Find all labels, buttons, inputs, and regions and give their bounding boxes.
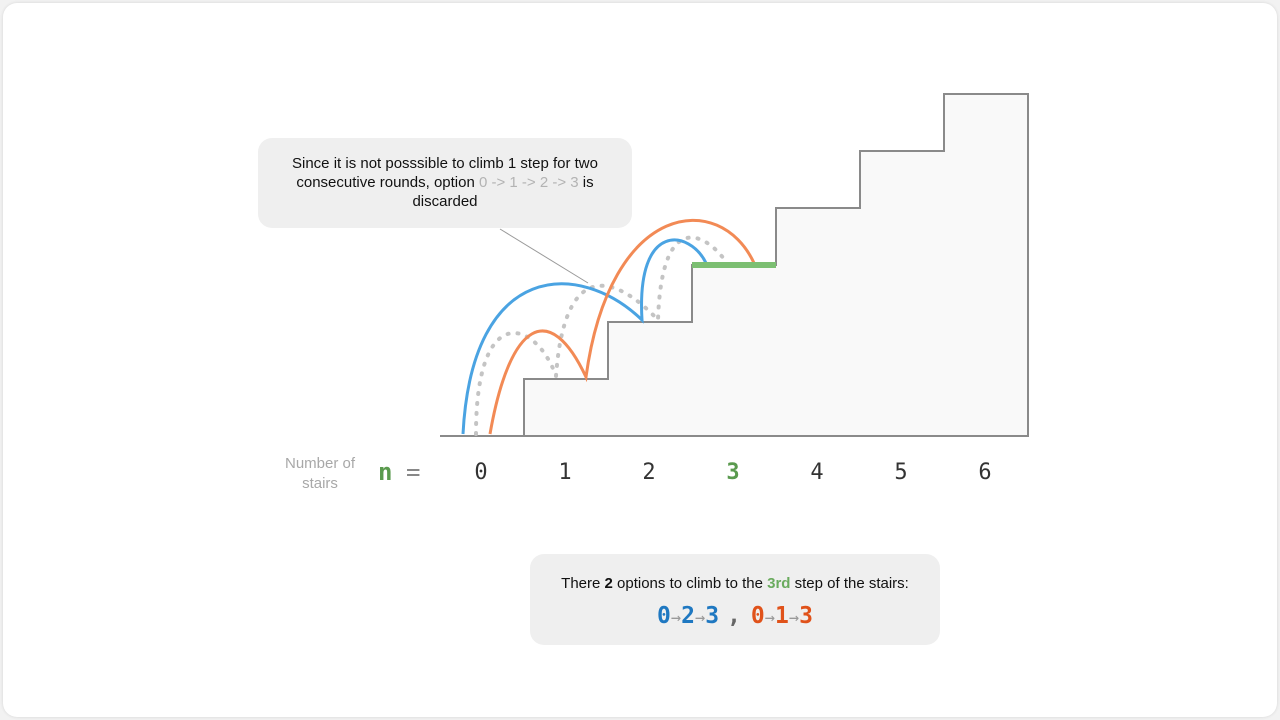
- result-sentence: There 2 options to climb to the 3rd step…: [530, 574, 940, 594]
- step-label-5: 5: [894, 460, 908, 485]
- discarded-path: [474, 235, 728, 436]
- axis-variable: n: [378, 458, 393, 486]
- callout-pointer: [499, 228, 589, 284]
- result-count: 2: [604, 575, 613, 592]
- result-paths: 0→2→3, 0→1→3: [530, 602, 940, 632]
- orange-path: [488, 218, 756, 435]
- axis-label: Number of stairs: [284, 455, 356, 492]
- result-target: 3rd: [767, 575, 791, 592]
- result-prefix: There: [561, 575, 605, 592]
- step-label-6: 6: [978, 460, 992, 485]
- callout-discarded-option: 0 -> 1 -> 2 -> 3: [478, 174, 579, 191]
- discard-callout: Since it is not posssible to climb 1 ste…: [258, 138, 632, 228]
- step-label-1: 1: [558, 460, 572, 485]
- blue-path-step: 3: [705, 603, 720, 629]
- blue-path-step: 0: [656, 603, 671, 629]
- result-middle: options to climb to the: [612, 575, 768, 592]
- result-suffix: step of the stairs:: [790, 575, 909, 592]
- blue-path-step: 2: [681, 603, 695, 629]
- arrow-icon: →: [670, 608, 682, 628]
- orange-path-step: 3: [799, 603, 813, 629]
- axis-equals: =: [406, 458, 421, 486]
- step-label-2: 2: [642, 460, 656, 485]
- callout-text-before: Since it is not posssible to climb 1 ste…: [292, 155, 598, 191]
- staircase-outline: [440, 93, 1029, 437]
- arrow-icon: →: [694, 608, 706, 628]
- path-separator: ,: [727, 603, 741, 629]
- orange-path-step: 0: [750, 603, 765, 629]
- arrow-icon: →: [788, 608, 800, 628]
- blue-path: [461, 238, 708, 435]
- step-label-3: 3: [726, 460, 740, 485]
- orange-path-step: 1: [775, 603, 789, 629]
- result-box: There 2 options to climb to the 3rd step…: [530, 554, 940, 645]
- callout-text-after: is discarded: [412, 174, 594, 210]
- step-label-0: 0: [474, 460, 488, 485]
- step-label-4: 4: [810, 460, 824, 485]
- arrow-icon: →: [764, 608, 776, 628]
